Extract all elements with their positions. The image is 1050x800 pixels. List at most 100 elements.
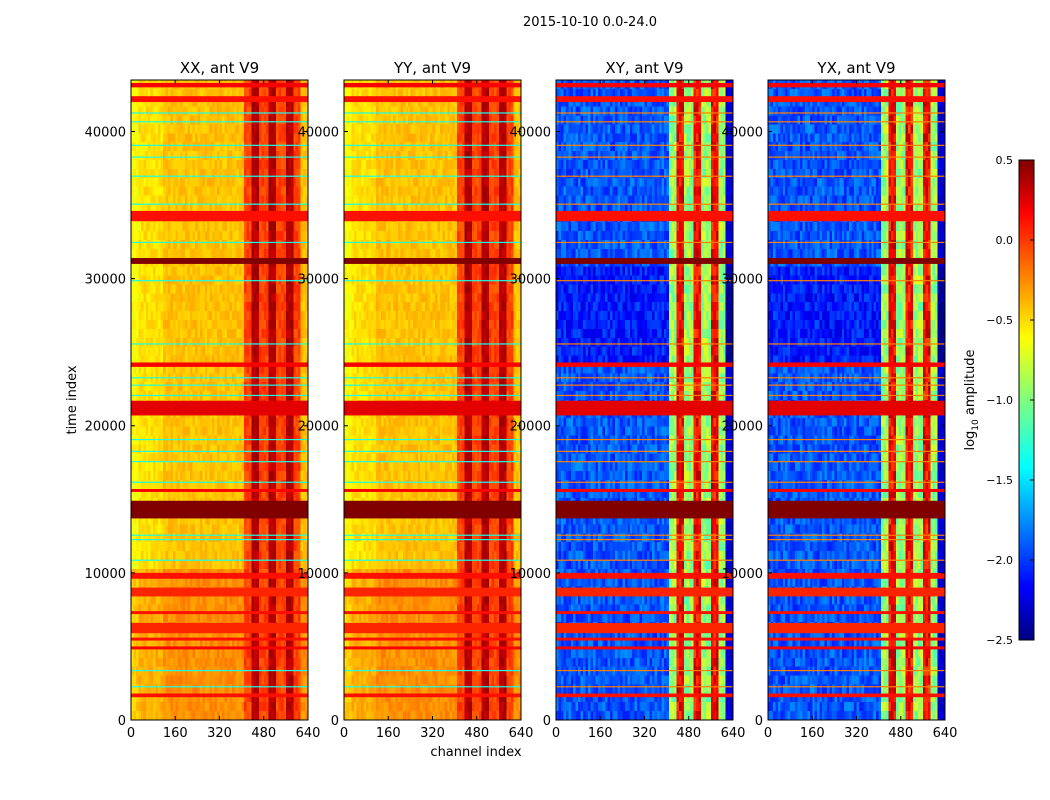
heatmap-image — [131, 80, 308, 720]
rfi-band — [131, 96, 308, 103]
rfi-line — [768, 686, 945, 688]
rfi-band — [131, 611, 308, 615]
rfi-line — [344, 377, 521, 379]
rfi-band — [556, 82, 733, 88]
y-tick-label: 0 — [755, 714, 763, 729]
rfi-line — [556, 669, 733, 672]
rfi-line — [768, 203, 945, 205]
rfi-line — [556, 121, 733, 123]
y-tick-label: 20000 — [85, 420, 126, 435]
rfi-line — [131, 481, 308, 483]
x-tick-label: 640 — [509, 726, 534, 741]
x-tick-label: 160 — [376, 726, 401, 741]
rfi-band — [768, 587, 945, 597]
rfi-line — [556, 384, 733, 386]
rfi-line — [131, 461, 308, 463]
x-tick-label: 480 — [676, 726, 701, 741]
x-tick-label: 160 — [800, 726, 825, 741]
rfi-line — [556, 156, 733, 158]
rfi-line — [131, 112, 308, 114]
y-axis-label: time index — [65, 365, 80, 434]
rfi-band — [556, 489, 733, 492]
rfi-band — [556, 572, 733, 579]
rfi-line — [556, 450, 733, 452]
rfi-line — [556, 539, 733, 541]
rfi-band — [344, 258, 521, 264]
rfi-band — [131, 82, 308, 88]
colorbar: 0.5 0.0 −0.5 −1.0 −1.5 −2.0 −2.5 log10 amplitu… — [963, 154, 1035, 647]
panel-title: YY, ant V9 — [393, 59, 471, 77]
rfi-band — [556, 646, 733, 650]
y-tick-label: 40000 — [85, 125, 126, 140]
y-tick-label: 40000 — [510, 125, 551, 140]
rfi-line — [344, 394, 521, 397]
rfi-band — [768, 258, 945, 264]
panel-title: XX, ant V9 — [180, 59, 259, 77]
rfi-band — [556, 210, 733, 222]
rfi-band — [768, 646, 945, 650]
rfi-line — [768, 450, 945, 452]
rfi-band — [344, 96, 521, 103]
rfi-line — [768, 384, 945, 386]
rfi-line — [768, 241, 945, 244]
colorbar-ticks: 0.5 0.0 −0.5 −1.0 −1.5 −2.0 −2.5 — [986, 154, 1034, 647]
rfi-line — [768, 121, 945, 123]
rfi-band — [768, 611, 945, 615]
rfi-band — [556, 622, 733, 634]
rfi-band — [768, 82, 945, 88]
x-tick-label: 160 — [588, 726, 613, 741]
rfi-line — [344, 343, 521, 345]
heatmap-image — [768, 80, 945, 720]
rfi-line — [131, 144, 308, 146]
rfi-band — [131, 500, 308, 519]
rfi-line — [556, 534, 733, 536]
rfi-line — [344, 241, 521, 244]
rfi-line — [768, 461, 945, 463]
colorbar-label-suffix: amplitude — [963, 349, 978, 419]
rfi-line — [556, 112, 733, 114]
x-tick-label: 480 — [464, 726, 489, 741]
rfi-line — [344, 438, 521, 441]
panel-3: YX, ant V9 0 160 320 480 640 0 10000 20000 30000 4… — [722, 59, 958, 741]
rfi-line — [344, 121, 521, 123]
rfi-line — [556, 203, 733, 205]
rfi-band — [768, 400, 945, 416]
rfi-line — [131, 121, 308, 123]
rfi-line — [556, 461, 733, 463]
rfi-band — [344, 572, 521, 579]
y-tick-label: 20000 — [722, 420, 763, 435]
figure-title: 2015-10-10 0.0-24.0 — [523, 15, 657, 30]
rfi-line — [768, 481, 945, 483]
colorbar-tick-label: −2.0 — [986, 554, 1013, 567]
panel-2: XY, ant V9 0 160 320 480 640 0 10000 20000 30000 4… — [510, 59, 746, 741]
y-tick-label: 0 — [543, 714, 551, 729]
rfi-line — [131, 438, 308, 441]
rfi-line — [344, 461, 521, 463]
rfi-band — [768, 500, 945, 519]
rfi-line — [344, 203, 521, 205]
rfi-line — [131, 175, 308, 177]
rfi-band — [344, 400, 521, 416]
rfi-line — [768, 175, 945, 177]
heatmap-image — [556, 80, 733, 720]
colorbar-label-prefix: log — [963, 431, 978, 451]
rfi-line — [131, 203, 308, 205]
rfi-line — [131, 156, 308, 158]
x-tick-label: 0 — [340, 726, 348, 741]
colorbar-tick-label: −2.5 — [986, 634, 1013, 647]
rfi-line — [556, 280, 733, 282]
rfi-line — [344, 559, 521, 561]
rfi-line — [344, 112, 521, 114]
rfi-line — [344, 669, 521, 672]
rfi-line — [556, 686, 733, 688]
y-tick-label: 20000 — [298, 420, 339, 435]
panel-0: XX, ant V9 0 160 320 480 640 0 10000 20000 30000 4… — [85, 59, 321, 741]
rfi-line — [768, 156, 945, 158]
y-tick-label: 10000 — [510, 567, 551, 582]
rfi-line — [556, 377, 733, 379]
rfi-band — [768, 637, 945, 641]
rfi-line — [768, 534, 945, 536]
rfi-band — [556, 587, 733, 597]
heatmap-image — [344, 80, 521, 720]
rfi-line — [556, 559, 733, 561]
